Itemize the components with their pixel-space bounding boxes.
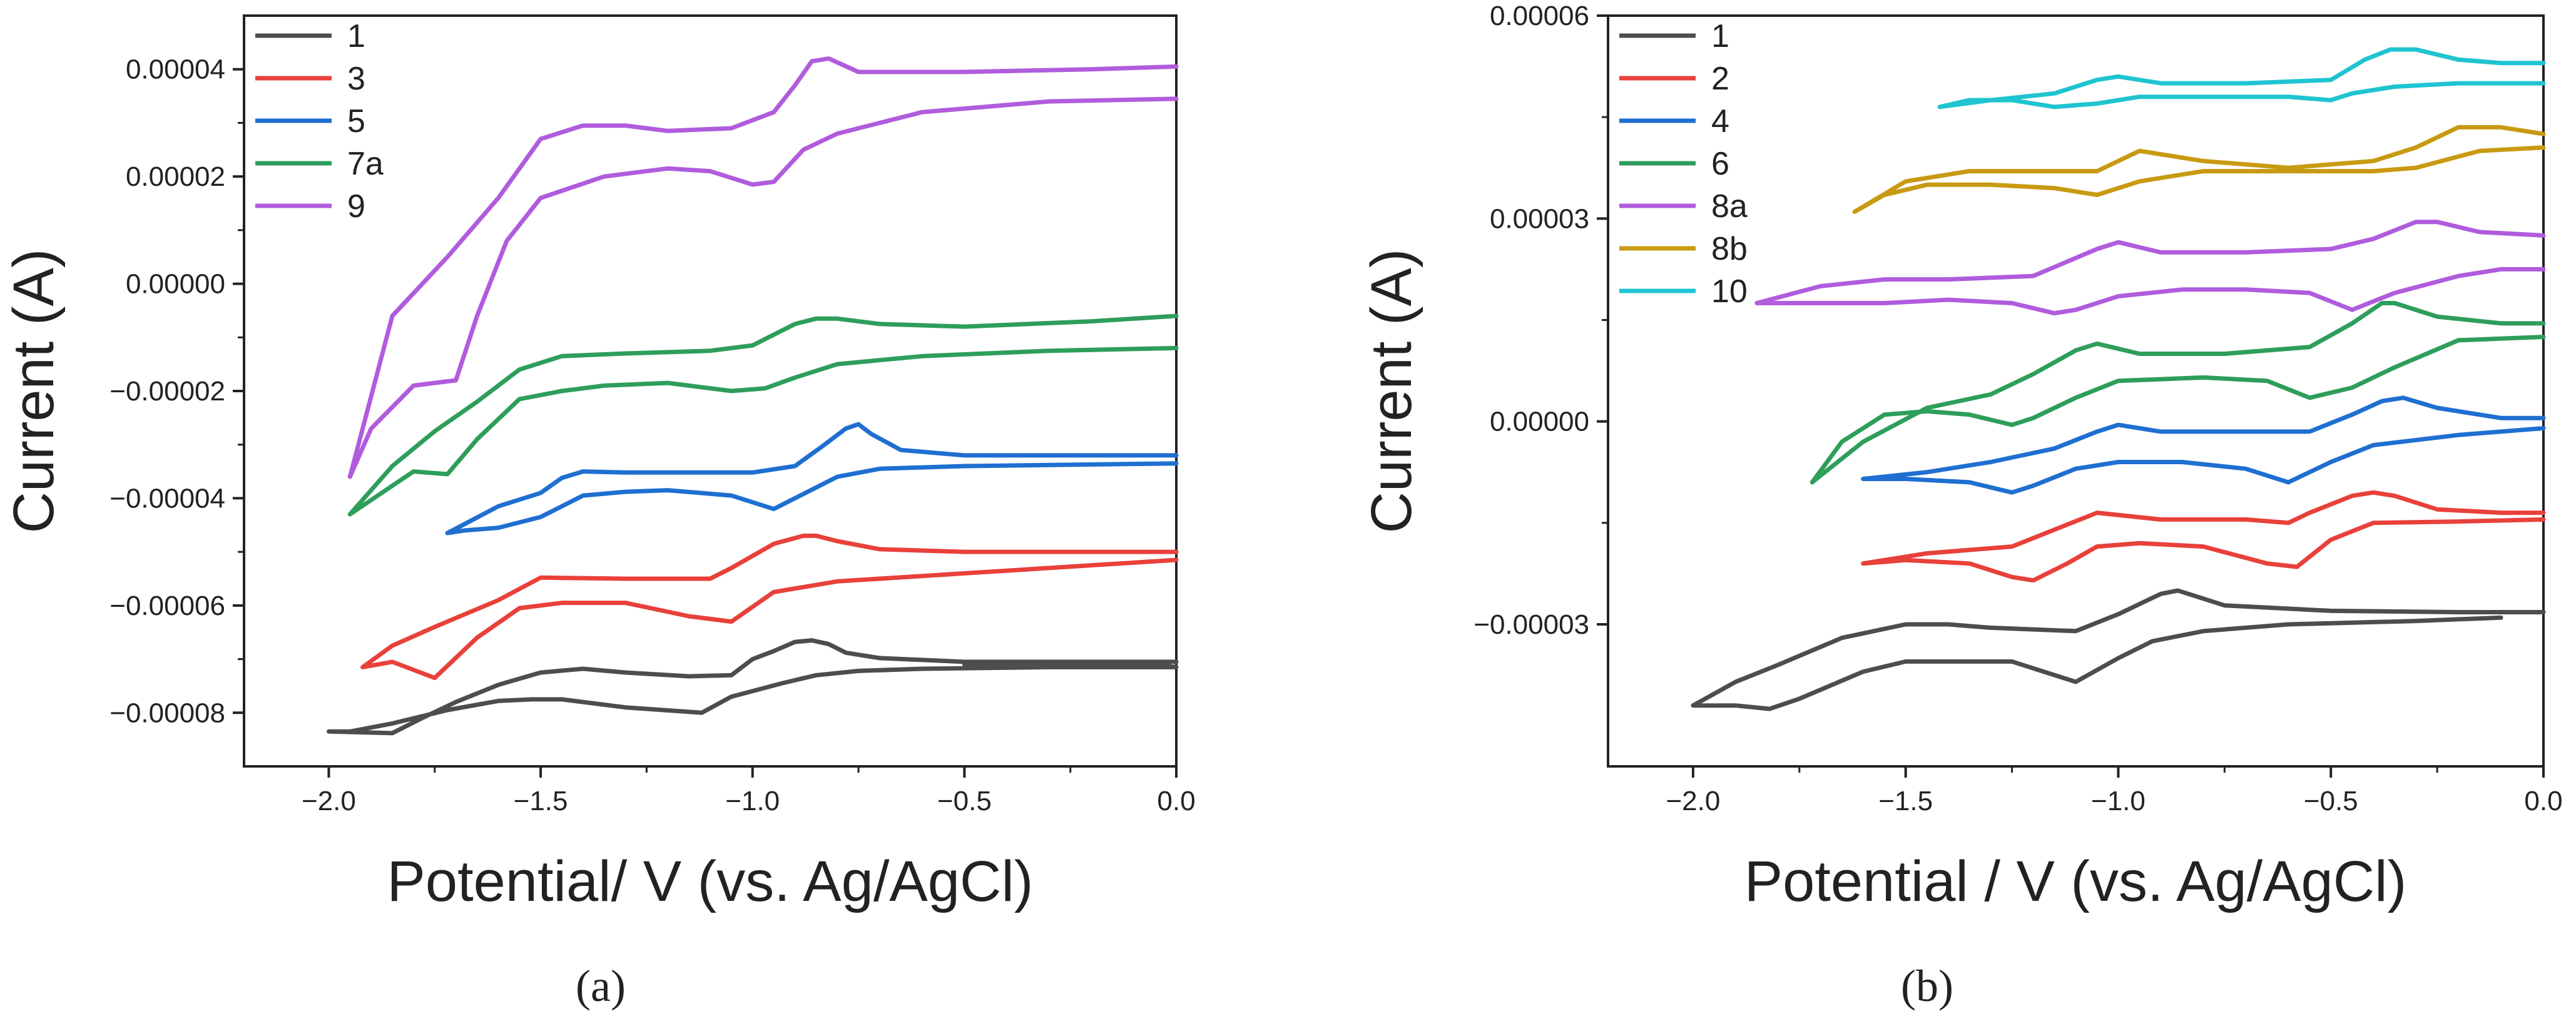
series-line-b-8b (1852, 124, 2546, 214)
series-line-b-1 (1691, 588, 2546, 711)
legend-label-b-1: 1 (1711, 18, 1729, 54)
series-line-b-8a (1754, 220, 2546, 316)
series-line-b-10 (1937, 47, 2546, 109)
series-line-a-9 (347, 56, 1179, 479)
legend-label-b-2: 2 (1711, 61, 1729, 97)
y-tick-label-a-3: −0.00002 (109, 376, 225, 407)
series-line-b-6 (1810, 301, 2546, 485)
y-axis-label-a: Current (A) (2, 249, 66, 534)
y-tick-label-b-1: 0.00003 (1490, 203, 1589, 234)
legend-label-b-8a: 8a (1711, 188, 1748, 225)
y-tick-label-b-3: −0.00003 (1474, 609, 1589, 640)
series-line-a-5 (445, 422, 1179, 536)
legend-label-b-10: 10 (1711, 273, 1748, 310)
legend-label-b-6: 6 (1711, 146, 1729, 182)
y-tick-label-a-4: −0.00004 (109, 483, 225, 514)
x-tick-label-a-0: −2.0 (302, 786, 356, 816)
y-tick-label-b-2: 0.00000 (1490, 407, 1589, 437)
x-tick-label-b-3: −0.5 (2304, 786, 2358, 816)
x-tick-label-b-1: −1.5 (1878, 786, 1933, 816)
legend-label-a-9: 9 (347, 188, 365, 225)
legend-label-a-7a: 7a (347, 146, 384, 182)
series-line-a-7a (347, 313, 1179, 517)
x-axis-label-a: Potential/ V (vs. Ag/AgCl) (387, 850, 1034, 913)
legend-label-b-4: 4 (1711, 103, 1729, 140)
x-tick-label-b-0: −2.0 (1666, 786, 1720, 816)
panel-a-chart: −2.0 −1.5 −1.0 −0.5 0.0 0.00004 0.00002 0.00000… (2, 14, 1196, 1011)
x-axis-label-b: Potential / V (vs. Ag/AgCl) (1744, 850, 2406, 913)
x-tick-label-a-2: −1.0 (725, 786, 780, 816)
x-tick-label-b-2: −1.0 (2091, 786, 2146, 816)
panel-b-chart: −2.0 −1.5 −1.0 −0.5 0.0 0.00006 0.00003 0.00000… (1360, 1, 2563, 1011)
panel-label-a: (a) (576, 961, 626, 1011)
series-line-a-3 (360, 533, 1179, 681)
y-tick-label-b-0: 0.00006 (1490, 1, 1589, 31)
legend-label-b-8b: 8b (1711, 231, 1748, 267)
x-tick-label-a-4: 0.0 (1157, 786, 1195, 816)
series-line-b-2 (1861, 490, 2546, 583)
legend-label-a-1: 1 (347, 18, 365, 54)
y-tick-label-a-6: −0.00008 (109, 698, 225, 728)
y-tick-label-a-5: −0.00006 (109, 591, 225, 621)
legend-label-a-3: 3 (347, 61, 365, 97)
x-tick-label-b-4: 0.0 (2524, 786, 2562, 816)
panel-label-b: (b) (1901, 961, 1953, 1011)
x-tick-label-a-3: −0.5 (937, 786, 992, 816)
y-tick-label-a-1: 0.00002 (126, 161, 225, 192)
y-tick-label-a-0: 0.00004 (126, 54, 225, 85)
series-line-b-4 (1861, 395, 2546, 495)
series-line-a-1 (327, 638, 1179, 736)
legend-label-a-5: 5 (347, 103, 365, 140)
x-tick-label-a-1: −1.5 (514, 786, 568, 816)
y-axis-label-b: Current (A) (1360, 249, 1423, 534)
y-tick-label-a-2: 0.00000 (126, 269, 225, 300)
plot-frame-b (1607, 14, 2545, 768)
